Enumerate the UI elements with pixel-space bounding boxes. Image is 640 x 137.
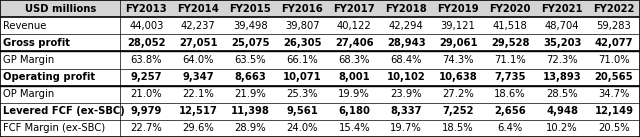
Text: 9,347: 9,347 [182,72,214,82]
Text: 6.4%: 6.4% [497,123,523,133]
Text: 9,561: 9,561 [286,106,318,116]
Text: 24.0%: 24.0% [287,123,318,133]
Text: 10.2%: 10.2% [547,123,578,133]
Text: 6,180: 6,180 [339,106,370,116]
Text: 64.0%: 64.0% [182,55,214,65]
Text: 42,237: 42,237 [181,21,216,31]
Text: 41,518: 41,518 [493,21,527,31]
Text: 28,052: 28,052 [127,38,166,48]
Text: 12,149: 12,149 [595,106,634,116]
Text: 63.8%: 63.8% [131,55,162,65]
Text: FY2021: FY2021 [541,4,583,14]
Text: 63.5%: 63.5% [234,55,266,65]
Text: 23.9%: 23.9% [390,89,422,99]
Text: 9,257: 9,257 [131,72,162,82]
Text: 35,203: 35,203 [543,38,581,48]
Text: 25,075: 25,075 [231,38,269,48]
Text: 72.3%: 72.3% [547,55,578,65]
Text: FCF Margin (ex-SBC): FCF Margin (ex-SBC) [3,123,106,133]
Text: 71.1%: 71.1% [494,55,526,65]
Text: 22.7%: 22.7% [131,123,163,133]
Text: 44,003: 44,003 [129,21,164,31]
Text: 20,565: 20,565 [595,72,634,82]
Text: 10,071: 10,071 [283,72,322,82]
Text: Revenue: Revenue [3,21,47,31]
Text: 27,051: 27,051 [179,38,218,48]
Text: 29.6%: 29.6% [182,123,214,133]
Text: 29,528: 29,528 [491,38,529,48]
Text: 39,121: 39,121 [441,21,476,31]
Text: 8,337: 8,337 [390,106,422,116]
Text: FY2016: FY2016 [282,4,323,14]
Text: 9,979: 9,979 [131,106,162,116]
Text: 71.0%: 71.0% [598,55,630,65]
Text: OP Margin: OP Margin [3,89,54,99]
Text: 74.3%: 74.3% [442,55,474,65]
Text: 26,305: 26,305 [283,38,321,48]
Text: 40,122: 40,122 [337,21,372,31]
Text: 22.1%: 22.1% [182,89,214,99]
Text: 28.9%: 28.9% [234,123,266,133]
Text: 21.9%: 21.9% [234,89,266,99]
Text: 19.7%: 19.7% [390,123,422,133]
Text: 8,001: 8,001 [339,72,370,82]
Text: 15.4%: 15.4% [339,123,370,133]
Text: 25.3%: 25.3% [287,89,318,99]
Text: 59,283: 59,283 [596,21,632,31]
Text: 11,398: 11,398 [231,106,269,116]
Text: 2,656: 2,656 [494,106,526,116]
Text: 12,517: 12,517 [179,106,218,116]
Text: FY2015: FY2015 [229,4,271,14]
Text: FY2017: FY2017 [333,4,375,14]
Text: 8,663: 8,663 [234,72,266,82]
Text: Levered FCF (ex-SBC): Levered FCF (ex-SBC) [3,106,125,116]
Text: 34.7%: 34.7% [598,89,630,99]
Text: 42,294: 42,294 [389,21,424,31]
Text: 68.4%: 68.4% [390,55,422,65]
Text: 29,061: 29,061 [439,38,477,48]
Text: USD millions: USD millions [24,4,96,14]
Text: 28.5%: 28.5% [547,89,578,99]
Text: 48,704: 48,704 [545,21,579,31]
Text: 10,102: 10,102 [387,72,426,82]
Text: 13,893: 13,893 [543,72,581,82]
Text: 27.2%: 27.2% [442,89,474,99]
Text: 21.0%: 21.0% [131,89,162,99]
Text: 7,735: 7,735 [494,72,526,82]
Text: 4,948: 4,948 [546,106,578,116]
Text: Gross profit: Gross profit [3,38,70,48]
Text: 20.5%: 20.5% [598,123,630,133]
Text: 66.1%: 66.1% [286,55,318,65]
Text: 18.5%: 18.5% [442,123,474,133]
Bar [0,0,640,17]
Text: 7,252: 7,252 [442,106,474,116]
Text: GP Margin: GP Margin [3,55,54,65]
Text: 28,943: 28,943 [387,38,426,48]
Text: 39,807: 39,807 [285,21,319,31]
Text: FY2018: FY2018 [385,4,427,14]
Text: Operating profit: Operating profit [3,72,95,82]
Text: FY2022: FY2022 [593,4,635,14]
Text: FY2020: FY2020 [490,4,531,14]
Text: FY2019: FY2019 [437,4,479,14]
Text: 42,077: 42,077 [595,38,633,48]
Text: 19.9%: 19.9% [339,89,370,99]
Text: 27,406: 27,406 [335,38,374,48]
Text: FY2014: FY2014 [177,4,220,14]
Text: 68.3%: 68.3% [339,55,370,65]
Text: FY2013: FY2013 [125,4,167,14]
Text: 39,498: 39,498 [233,21,268,31]
Text: 10,638: 10,638 [439,72,477,82]
Text: 18.6%: 18.6% [494,89,526,99]
